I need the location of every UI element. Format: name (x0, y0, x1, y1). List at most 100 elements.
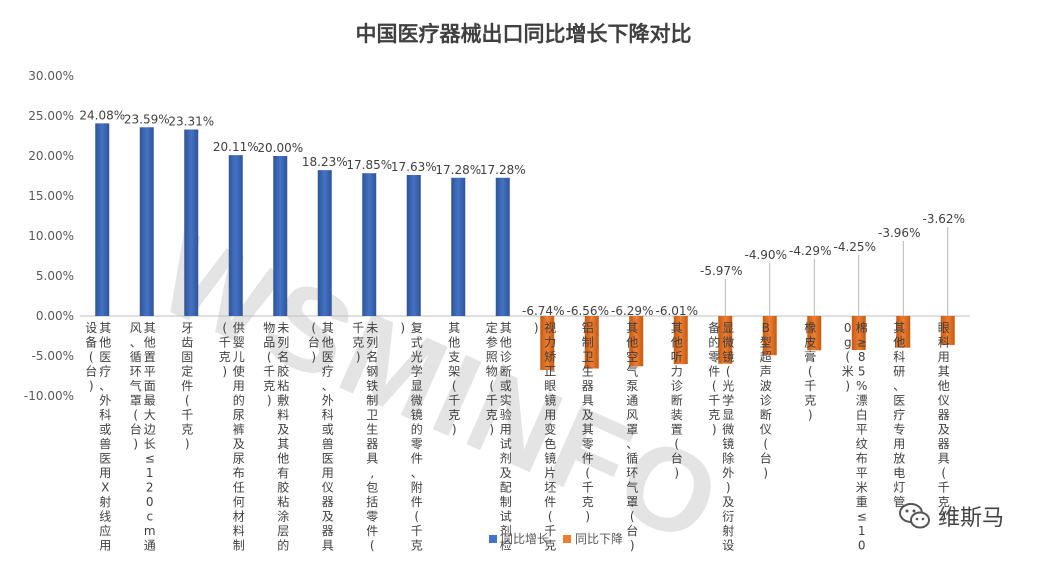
svg-text:风: 风 (626, 408, 638, 422)
y-tick-label: -10.00% (24, 389, 74, 403)
bar-growth (139, 127, 154, 316)
svg-text:): ) (585, 510, 590, 524)
svg-text:或: 或 (500, 379, 512, 393)
svg-text:他: 他 (938, 379, 950, 393)
bar-decline (896, 316, 911, 348)
svg-text:): ) (726, 481, 731, 495)
svg-text:眼: 眼 (544, 379, 556, 393)
svg-text:医: 医 (99, 350, 111, 364)
brand: 维斯马 (898, 500, 1004, 532)
svg-text:置: 置 (671, 423, 683, 437)
svg-text:制: 制 (233, 539, 245, 553)
svg-text:物: 物 (263, 321, 275, 335)
svg-text:胶: 胶 (277, 364, 289, 379)
svg-text:≤: ≤ (857, 510, 867, 524)
svg-text:及: 及 (938, 423, 950, 437)
svg-text:及: 及 (322, 510, 334, 524)
chart-title: 中国医疗器械出口同比增长下降对比 (355, 22, 692, 46)
svg-text:射: 射 (722, 523, 734, 538)
svg-text:学: 学 (722, 393, 734, 408)
svg-text:件: 件 (181, 379, 193, 393)
svg-text:克: 克 (448, 408, 460, 422)
category-labels: 其他医疗、外科或兽医用X射线应用设备(台)其他置平面最大边长≤120cm通风、循… (85, 320, 950, 553)
svg-text:式: 式 (411, 336, 423, 350)
legend-item-growth: 同比增长 (489, 530, 549, 547)
svg-text:0: 0 (146, 495, 154, 509)
svg-text:用: 用 (233, 379, 245, 393)
svg-text:婴: 婴 (233, 336, 245, 350)
svg-text:他: 他 (448, 336, 460, 350)
svg-text:卫: 卫 (366, 408, 378, 422)
svg-text:(: ( (674, 437, 679, 451)
y-tick-label: 10.00% (28, 229, 74, 243)
svg-text:剂: 剂 (500, 451, 512, 466)
svg-text:布: 布 (233, 466, 245, 480)
svg-text:名: 名 (366, 349, 378, 364)
svg-text:铁: 铁 (366, 379, 378, 393)
svg-text:科: 科 (99, 408, 111, 422)
svg-text:罩: 罩 (130, 394, 142, 408)
svg-text:克: 克 (708, 408, 720, 422)
bar-decline (584, 316, 599, 369)
category-label: 橡皮膏(千克) (804, 321, 816, 422)
svg-text:力: 力 (671, 365, 683, 379)
svg-text:空: 空 (626, 350, 638, 364)
svg-text:): ) (267, 394, 272, 408)
svg-text:医: 医 (893, 394, 905, 408)
svg-text:其: 其 (938, 365, 950, 379)
svg-text:试: 试 (500, 509, 512, 524)
bar-growth (317, 170, 332, 316)
svg-text:正: 正 (544, 365, 556, 379)
data-label: 17.85% (346, 158, 392, 172)
legend-swatch-decline (563, 534, 572, 543)
svg-text:其: 其 (322, 321, 334, 335)
svg-text:X: X (101, 481, 109, 495)
svg-text:克: 克 (219, 350, 231, 364)
svg-text:m: m (144, 524, 156, 538)
svg-text:诊: 诊 (500, 350, 512, 364)
svg-text:的: 的 (277, 538, 289, 553)
svg-text:0: 0 (858, 539, 866, 553)
svg-text:、: 、 (893, 379, 905, 393)
svg-text:其: 其 (277, 437, 289, 451)
svg-text:光: 光 (411, 350, 423, 364)
svg-text:及: 及 (722, 495, 734, 509)
svg-text:备: 备 (85, 336, 97, 350)
svg-text:克: 克 (181, 423, 193, 437)
svg-text:器: 器 (938, 437, 950, 451)
svg-text:附: 附 (411, 481, 423, 495)
svg-text:大: 大 (144, 408, 156, 422)
svg-text:他: 他 (893, 336, 905, 350)
svg-text:层: 层 (277, 524, 289, 538)
svg-text:波: 波 (760, 379, 772, 393)
svg-text:敷: 敷 (277, 393, 289, 408)
svg-text:物: 物 (486, 365, 498, 379)
bar-growth (451, 177, 466, 316)
svg-text:): ) (845, 379, 850, 393)
svg-text:架: 架 (448, 365, 460, 379)
legend-swatch-growth (489, 534, 497, 543)
svg-text:千: 千 (938, 481, 950, 495)
svg-text:(: ( (548, 510, 553, 524)
data-label: 20.00% (257, 141, 303, 155)
y-axis: -10.00% -5.00% 0.00% 5.00% 10.00% 15.00% 20.00… (24, 69, 74, 403)
svg-text:衍: 衍 (722, 510, 734, 524)
svg-text:千: 千 (582, 481, 594, 495)
svg-text:零: 零 (708, 350, 720, 364)
svg-text:未: 未 (277, 321, 289, 335)
svg-text:科: 科 (893, 350, 905, 364)
legend: 同比增长 同比下降 (489, 530, 637, 547)
svg-text:科: 科 (938, 336, 950, 350)
svg-text:诊: 诊 (671, 379, 683, 393)
svg-text:生: 生 (582, 365, 594, 379)
bar-decline (762, 316, 777, 356)
svg-text:色: 色 (544, 437, 556, 451)
svg-text:(: ( (630, 510, 635, 524)
